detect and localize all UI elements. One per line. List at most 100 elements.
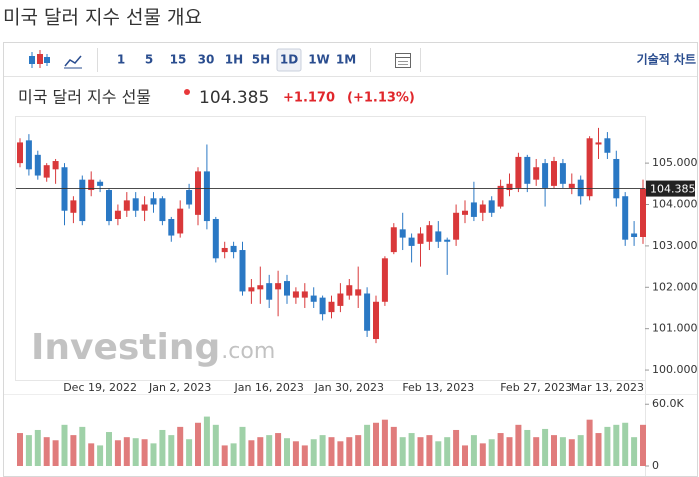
x-tick-label: Jan 2, 2023 (148, 381, 211, 394)
candle-body (195, 171, 201, 215)
candle-body (506, 183, 513, 191)
candle-body (88, 179, 95, 191)
volume-bar (88, 443, 95, 466)
candle-body (488, 200, 495, 213)
interval-button[interactable]: 15 (170, 53, 187, 67)
volume-bar (132, 438, 139, 466)
candle-body (141, 204, 148, 211)
candle-body (257, 285, 264, 290)
volume-bar (559, 437, 566, 466)
volume-bar (515, 424, 522, 466)
volume-bar (568, 439, 575, 466)
volume-bar (453, 429, 460, 466)
volume-bar (239, 426, 246, 466)
interval-button[interactable]: 1H (225, 53, 243, 67)
y-tick-label: 103.000 (652, 239, 698, 252)
volume-bar (631, 437, 638, 466)
volume-bar (542, 428, 549, 466)
volume-bar (640, 424, 646, 466)
x-tick-label: Jan 16, 2023 (233, 381, 303, 394)
price-change: +1.170 (283, 91, 335, 106)
last-price-box (646, 180, 695, 197)
candle-body (114, 210, 121, 219)
volume-bar (319, 435, 326, 466)
volume-bar (524, 429, 531, 466)
interval-button[interactable]: 1M (336, 53, 356, 67)
candle-body (177, 208, 184, 234)
y-tick-label: 101.000 (652, 322, 698, 335)
status-dot (184, 89, 190, 95)
x-tick-label: Jan 30, 2023 (314, 381, 384, 394)
volume-bar (364, 424, 371, 466)
candle-body (203, 171, 210, 222)
volume-bar (177, 426, 184, 466)
volume-bar (159, 429, 166, 466)
volume-tick-label: 60.0K (652, 397, 684, 410)
candle-body (604, 138, 611, 153)
candle-body (239, 250, 246, 292)
candle-body (640, 188, 646, 237)
technical-chart-link[interactable]: 기술적 차트 (637, 52, 696, 67)
candle-body (25, 140, 32, 170)
last-price-label: 104.385 (650, 183, 696, 196)
interval-button[interactable]: 1 (117, 53, 125, 67)
volume-bar (497, 433, 504, 466)
candle-body (346, 285, 353, 296)
volume-bar (595, 433, 602, 466)
candle-body (17, 142, 23, 164)
interval-button[interactable]: 1W (308, 53, 330, 67)
candle-body (399, 229, 406, 238)
volume-bar (373, 422, 379, 466)
candle-body (515, 156, 522, 188)
candle-body (497, 185, 504, 207)
candle-body (577, 179, 584, 197)
interval-button[interactable]: 5H (252, 53, 270, 67)
candle-body (301, 291, 308, 298)
candle-body (79, 179, 86, 222)
candle-body (284, 281, 290, 296)
candle-body (248, 287, 255, 292)
x-tick-label: Feb 13, 2023 (402, 381, 474, 394)
candle-body (292, 291, 299, 298)
volume-bar (622, 422, 629, 466)
candle-body (631, 233, 638, 237)
x-tick-label: Dec 19, 2022 (63, 381, 137, 394)
candle-body (52, 161, 59, 170)
candle-body (417, 233, 424, 244)
x-tick-label: Feb 27, 2023 (500, 381, 572, 394)
instrument-name: 미국 달러 지수 선물 (18, 88, 151, 107)
candle-body (34, 154, 41, 176)
candle-body (106, 190, 112, 222)
volume-bar (435, 441, 442, 466)
y-tick-label: 100.000 (652, 363, 698, 376)
interval-button[interactable]: 5 (145, 53, 153, 67)
widget-frame (3, 42, 698, 477)
volume-bar (97, 445, 104, 466)
candle-body (586, 138, 593, 197)
volume-bar (186, 439, 193, 466)
line-icon[interactable] (64, 55, 82, 69)
volume-bar (551, 435, 557, 466)
volume-bar (114, 440, 121, 466)
candle-body (150, 198, 157, 205)
interval-button[interactable]: 1D (280, 53, 298, 67)
price-change-percent: (+1.13%) (347, 91, 415, 106)
x-tick-label: Mar 13, 2023 (571, 381, 644, 394)
volume-bar (52, 440, 59, 466)
volume-bar (25, 435, 32, 466)
watermark-brand: Investing (31, 327, 220, 368)
candle-body (310, 295, 317, 302)
interval-button[interactable]: 30 (198, 53, 215, 67)
candle-body (159, 198, 166, 222)
volume-bar (586, 419, 593, 466)
volume-bar (195, 422, 201, 466)
volume-bar (337, 441, 344, 466)
candle-body (319, 297, 326, 315)
y-tick-label: 104.000 (652, 198, 698, 211)
candle-icon[interactable] (29, 50, 50, 68)
layout-icon[interactable] (395, 53, 411, 68)
page-title: 미국 달러 지수 선물 개요 (3, 7, 202, 29)
volume-bar (408, 433, 415, 466)
candle-body (355, 289, 362, 296)
volume-bar (150, 443, 157, 466)
